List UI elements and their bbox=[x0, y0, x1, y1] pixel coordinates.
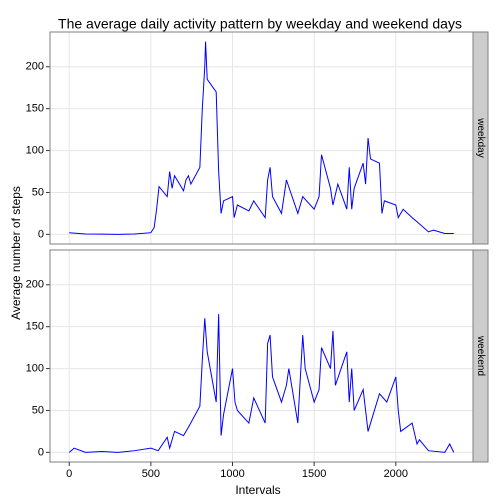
strip-label: weekday bbox=[475, 117, 486, 157]
x-tick-label: 1500 bbox=[302, 468, 326, 480]
y-tick-label: 0 bbox=[38, 228, 44, 240]
panel-background bbox=[50, 32, 473, 244]
x-tick-label: 1000 bbox=[220, 468, 244, 480]
x-tick-label: 500 bbox=[142, 468, 160, 480]
strip-label: weekend bbox=[475, 335, 486, 376]
y-tick-label: 200 bbox=[26, 279, 44, 291]
data-line bbox=[69, 41, 454, 235]
x-tick-label: 0 bbox=[66, 468, 72, 480]
y-tick-label: 0 bbox=[38, 446, 44, 458]
y-tick-label: 50 bbox=[32, 404, 44, 416]
y-tick-label: 50 bbox=[32, 186, 44, 198]
y-tick-label: 100 bbox=[26, 362, 44, 374]
y-tick-label: 200 bbox=[26, 61, 44, 73]
x-tick-label: 2000 bbox=[384, 468, 408, 480]
strip bbox=[472, 249, 489, 463]
strip bbox=[472, 31, 489, 245]
data-line bbox=[68, 314, 455, 453]
y-axis-label: Average number of steps bbox=[9, 186, 23, 320]
panel-background bbox=[50, 250, 473, 462]
y-tick-label: 150 bbox=[26, 103, 44, 115]
x-axis-label: Intervals bbox=[235, 483, 280, 497]
chart-title: The average daily activity pattern by we… bbox=[58, 16, 462, 32]
y-tick-label: 100 bbox=[26, 144, 44, 156]
y-tick-label: 150 bbox=[26, 321, 44, 333]
